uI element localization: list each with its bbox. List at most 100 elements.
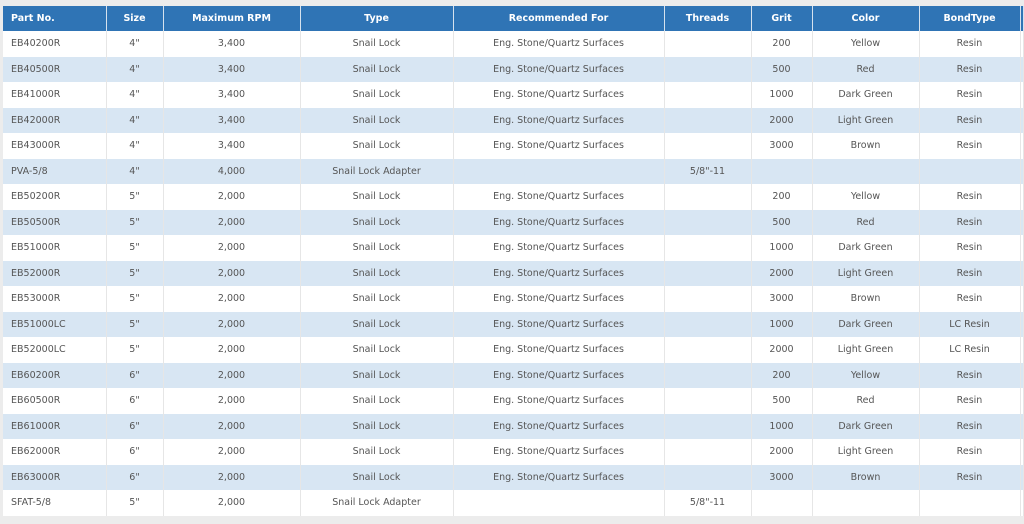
cell-max-rpm: 3,400 bbox=[163, 133, 301, 159]
cell-size: 4" bbox=[106, 82, 164, 108]
cell-bond-type: Resin bbox=[919, 260, 1021, 286]
cell-recommended-for bbox=[453, 490, 665, 516]
cell-extra bbox=[1020, 82, 1024, 108]
column-header-bond-type[interactable]: BondType bbox=[919, 6, 1021, 31]
table-row: EB43000R 4" 3,400 Snail Lock Eng. Stone/Quar… bbox=[3, 133, 1024, 159]
cell-color: Dark Green bbox=[812, 311, 920, 337]
cell-extra bbox=[1020, 133, 1024, 159]
cell-recommended-for: Eng. Stone/Quartz Surfaces bbox=[453, 388, 665, 414]
table-row: EB42000R 4" 3,400 Snail Lock Eng. Stone/Quar… bbox=[3, 107, 1024, 133]
cell-extra bbox=[1020, 388, 1024, 414]
cell-extra bbox=[1020, 260, 1024, 286]
cell-recommended-for: Eng. Stone/Quartz Surfaces bbox=[453, 133, 665, 159]
cell-bond-type: Resin bbox=[919, 464, 1021, 490]
cell-threads bbox=[664, 439, 752, 465]
cell-part-no: EB51000LC bbox=[3, 311, 107, 337]
cell-max-rpm: 2,000 bbox=[163, 286, 301, 312]
cell-recommended-for: Eng. Stone/Quartz Surfaces bbox=[453, 56, 665, 82]
cell-color: Brown bbox=[812, 464, 920, 490]
cell-threads bbox=[664, 82, 752, 108]
cell-color bbox=[812, 490, 920, 516]
cell-type: Snail Lock bbox=[300, 439, 454, 465]
cell-part-no: EB50200R bbox=[3, 184, 107, 210]
cell-max-rpm: 2,000 bbox=[163, 490, 301, 516]
cell-size: 5" bbox=[106, 311, 164, 337]
column-header-extra[interactable] bbox=[1020, 6, 1024, 31]
cell-max-rpm: 3,400 bbox=[163, 31, 301, 57]
cell-part-no: EB60200R bbox=[3, 362, 107, 388]
column-header-type[interactable]: Type bbox=[300, 6, 454, 31]
column-header-max-rpm[interactable]: Maximum RPM bbox=[163, 6, 301, 31]
table-header-row: Part No. Size Maximum RPM Type Recommended F… bbox=[3, 6, 1024, 31]
cell-extra bbox=[1020, 56, 1024, 82]
column-header-size[interactable]: Size bbox=[106, 6, 164, 31]
cell-size: 5" bbox=[106, 260, 164, 286]
cell-extra bbox=[1020, 235, 1024, 261]
cell-color bbox=[812, 158, 920, 184]
cell-max-rpm: 2,000 bbox=[163, 260, 301, 286]
product-table: Part No. Size Maximum RPM Type Recommended F… bbox=[3, 6, 1024, 516]
cell-grit: 2000 bbox=[751, 439, 813, 465]
cell-bond-type: Resin bbox=[919, 388, 1021, 414]
cell-type: Snail Lock bbox=[300, 311, 454, 337]
cell-recommended-for: Eng. Stone/Quartz Surfaces bbox=[453, 286, 665, 312]
cell-size: 4" bbox=[106, 56, 164, 82]
cell-bond-type: Resin bbox=[919, 82, 1021, 108]
cell-color: Light Green bbox=[812, 439, 920, 465]
cell-size: 5" bbox=[106, 184, 164, 210]
cell-bond-type: Resin bbox=[919, 439, 1021, 465]
cell-type: Snail Lock Adapter bbox=[300, 490, 454, 516]
cell-type: Snail Lock bbox=[300, 337, 454, 363]
table-row: EB41000R 4" 3,400 Snail Lock Eng. Stone/Quar… bbox=[3, 82, 1024, 108]
column-header-threads[interactable]: Threads bbox=[664, 6, 752, 31]
cell-bond-type: Resin bbox=[919, 31, 1021, 57]
cell-color: Brown bbox=[812, 286, 920, 312]
cell-extra bbox=[1020, 337, 1024, 363]
cell-grit: 2000 bbox=[751, 337, 813, 363]
cell-color: Yellow bbox=[812, 184, 920, 210]
cell-recommended-for: Eng. Stone/Quartz Surfaces bbox=[453, 260, 665, 286]
cell-size: 4" bbox=[106, 107, 164, 133]
table-row: EB50200R 5" 2,000 Snail Lock Eng. Stone/Quar… bbox=[3, 184, 1024, 210]
cell-size: 5" bbox=[106, 286, 164, 312]
cell-extra bbox=[1020, 184, 1024, 210]
cell-size: 6" bbox=[106, 464, 164, 490]
cell-threads bbox=[664, 56, 752, 82]
table-row: EB51000R 5" 2,000 Snail Lock Eng. Stone/Quar… bbox=[3, 235, 1024, 261]
cell-recommended-for: Eng. Stone/Quartz Surfaces bbox=[453, 235, 665, 261]
cell-recommended-for: Eng. Stone/Quartz Surfaces bbox=[453, 439, 665, 465]
cell-grit: 2000 bbox=[751, 260, 813, 286]
cell-threads bbox=[664, 286, 752, 312]
cell-size: 4" bbox=[106, 133, 164, 159]
cell-type: Snail Lock bbox=[300, 388, 454, 414]
cell-part-no: EB52000R bbox=[3, 260, 107, 286]
cell-bond-type: Resin bbox=[919, 56, 1021, 82]
cell-type: Snail Lock bbox=[300, 362, 454, 388]
cell-grit: 500 bbox=[751, 388, 813, 414]
cell-threads bbox=[664, 388, 752, 414]
cell-recommended-for: Eng. Stone/Quartz Surfaces bbox=[453, 337, 665, 363]
column-header-color[interactable]: Color bbox=[812, 6, 920, 31]
cell-color: Light Green bbox=[812, 337, 920, 363]
cell-type: Snail Lock bbox=[300, 31, 454, 57]
cell-recommended-for: Eng. Stone/Quartz Surfaces bbox=[453, 413, 665, 439]
cell-threads bbox=[664, 107, 752, 133]
cell-threads bbox=[664, 235, 752, 261]
cell-grit: 1000 bbox=[751, 311, 813, 337]
column-header-part-no[interactable]: Part No. bbox=[3, 6, 107, 31]
table-row: EB52000LC 5" 2,000 Snail Lock Eng. Stone/Qua… bbox=[3, 337, 1024, 363]
cell-max-rpm: 2,000 bbox=[163, 439, 301, 465]
cell-extra bbox=[1020, 158, 1024, 184]
column-header-grit[interactable]: Grit bbox=[751, 6, 813, 31]
cell-max-rpm: 2,000 bbox=[163, 413, 301, 439]
cell-threads bbox=[664, 311, 752, 337]
cell-grit: 500 bbox=[751, 56, 813, 82]
cell-color: Red bbox=[812, 388, 920, 414]
column-header-recommended-for[interactable]: Recommended For bbox=[453, 6, 665, 31]
cell-type: Snail Lock bbox=[300, 464, 454, 490]
cell-type: Snail Lock bbox=[300, 184, 454, 210]
cell-max-rpm: 2,000 bbox=[163, 362, 301, 388]
cell-bond-type: Resin bbox=[919, 286, 1021, 312]
cell-recommended-for: Eng. Stone/Quartz Surfaces bbox=[453, 184, 665, 210]
cell-part-no: EB51000R bbox=[3, 235, 107, 261]
